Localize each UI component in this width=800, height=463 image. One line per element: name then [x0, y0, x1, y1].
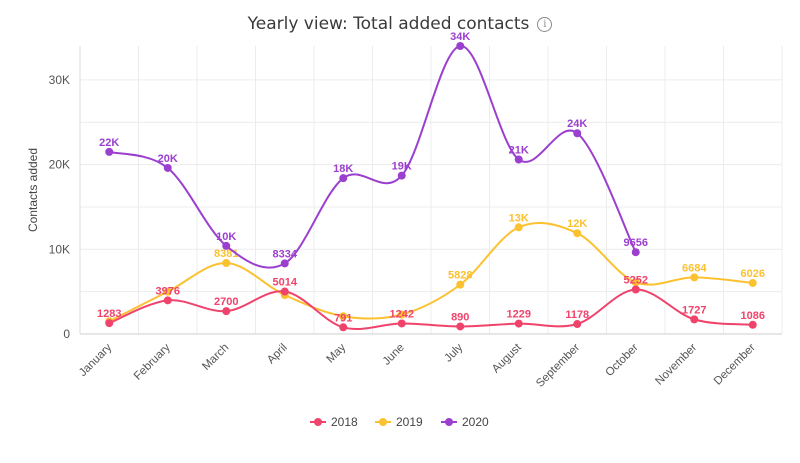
data-label: 2700	[214, 296, 238, 308]
data-point[interactable]	[339, 174, 348, 183]
data-point[interactable]	[690, 273, 699, 282]
legend-marker	[314, 418, 322, 426]
data-point[interactable]	[748, 320, 757, 329]
data-point[interactable]	[397, 319, 406, 328]
data-label: 1242	[390, 308, 414, 320]
data-point[interactable]	[163, 287, 172, 296]
data-label: 12K	[567, 218, 587, 230]
legend-item-2020[interactable]: 2020	[441, 415, 489, 429]
legend-item-2019[interactable]: 2019	[375, 415, 423, 429]
series-2020: 22K 20K 10K 8334 18K 19K 34K 21K 24K 9656	[99, 31, 648, 269]
data-point[interactable]	[573, 129, 582, 138]
data-point[interactable]	[339, 323, 348, 332]
data-point[interactable]	[280, 287, 289, 296]
data-label: 18K	[333, 163, 353, 175]
data-point[interactable]	[456, 280, 465, 289]
data-point[interactable]	[163, 163, 172, 172]
data-point[interactable]	[631, 285, 640, 294]
y-axis-label: Contacts added	[26, 148, 40, 232]
legend-marker	[379, 418, 387, 426]
data-point[interactable]	[631, 248, 640, 257]
data-label: 22K	[99, 137, 119, 149]
x-tick-label: October	[603, 342, 641, 380]
data-label: 10K	[216, 231, 236, 243]
legend-label: 2018	[331, 415, 358, 429]
data-point[interactable]	[280, 259, 289, 268]
x-tick-label: March	[200, 342, 231, 373]
data-label: 890	[451, 311, 469, 323]
data-point[interactable]	[397, 310, 406, 319]
legend-label: 2019	[396, 415, 423, 429]
x-tick-label: December	[712, 342, 758, 388]
data-point[interactable]	[339, 312, 348, 321]
data-label: 20K	[158, 153, 178, 165]
x-tick-label: September	[534, 342, 582, 390]
data-label: 1086	[741, 310, 765, 322]
data-point[interactable]	[105, 147, 114, 156]
x-tick-label: April	[265, 342, 290, 367]
data-point[interactable]	[573, 320, 582, 329]
title-row: Yearly view: Total added contacts i	[0, 14, 800, 34]
data-label: 19K	[392, 161, 412, 173]
y-tick-label: 10K	[49, 242, 70, 256]
x-tick-label: June	[381, 342, 407, 368]
data-label: 8334	[273, 248, 298, 260]
data-point[interactable]	[514, 155, 523, 164]
data-point[interactable]	[573, 229, 582, 238]
data-label: 1229	[507, 309, 531, 321]
data-label: 6684	[682, 262, 707, 274]
data-label: 1178	[565, 309, 589, 321]
data-label: 24K	[567, 118, 587, 130]
series-2018: 1283 3976 2700 5014 791 1242 890 1229 1178 5252 17…	[97, 275, 765, 332]
data-point[interactable]	[163, 296, 172, 305]
data-label: 5828	[448, 270, 472, 282]
data-point[interactable]	[456, 42, 465, 50]
data-point[interactable]	[222, 307, 231, 316]
x-tick-label: January	[77, 341, 115, 379]
data-point[interactable]	[222, 259, 231, 268]
legend: 2018 2019 2020	[310, 415, 489, 429]
data-label: 21K	[509, 145, 529, 157]
x-tick-label: February	[132, 341, 173, 382]
data-point[interactable]	[690, 315, 699, 324]
info-icon[interactable]: i	[537, 17, 553, 32]
legend-marker	[445, 418, 453, 426]
chart-title: Yearly view: Total added contacts	[247, 14, 530, 34]
legend-item-2018[interactable]: 2018	[310, 415, 358, 429]
legend-label: 2020	[462, 415, 489, 429]
data-label: 5014	[273, 277, 298, 289]
data-point[interactable]	[456, 322, 465, 331]
data-label: 34K	[450, 31, 470, 43]
x-tick-label: May	[325, 341, 349, 365]
y-tick-label: 20K	[49, 158, 70, 172]
data-label: 1727	[682, 304, 706, 316]
data-label: 3976	[156, 285, 180, 297]
x-tick-label: November	[653, 342, 699, 388]
data-label: 1283	[97, 308, 121, 320]
data-point[interactable]	[514, 319, 523, 328]
data-point[interactable]	[748, 278, 757, 287]
data-point[interactable]	[631, 278, 640, 287]
y-tick-label: 30K	[49, 73, 70, 87]
data-label: 9656	[624, 237, 648, 249]
y-tick-label: 0	[63, 327, 70, 341]
data-point[interactable]	[105, 319, 114, 328]
data-label: 5252	[624, 275, 648, 287]
grid	[79, 46, 783, 335]
data-point[interactable]	[397, 171, 406, 180]
data-label: 6026	[741, 268, 765, 280]
data-label: 13K	[509, 212, 529, 224]
data-point[interactable]	[222, 241, 231, 250]
data-label: 791	[334, 312, 352, 324]
data-point[interactable]	[514, 223, 523, 232]
x-tick-label: July	[442, 341, 465, 364]
x-tick-label: August	[490, 341, 524, 375]
